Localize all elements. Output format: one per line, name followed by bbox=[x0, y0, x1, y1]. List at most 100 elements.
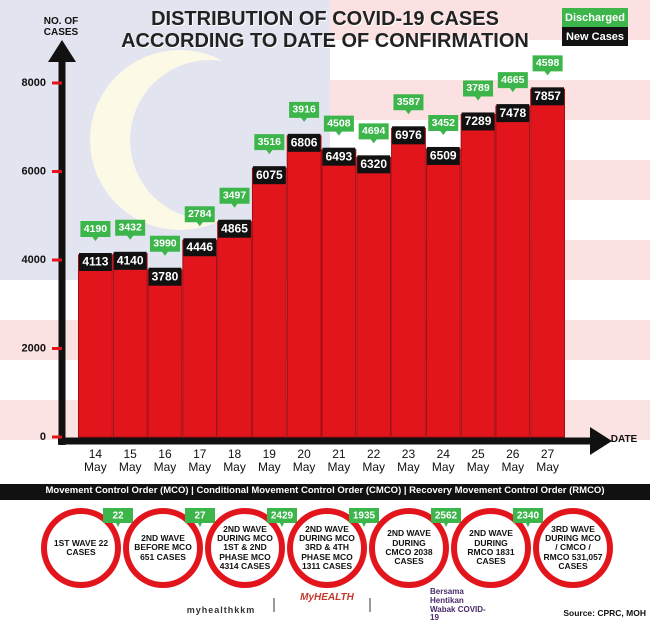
discharged-label: 3497 bbox=[223, 190, 247, 202]
discharged-label: 4665 bbox=[501, 74, 525, 86]
wave-badge bbox=[513, 508, 543, 527]
value-label-box bbox=[531, 87, 564, 106]
social-handle: myhealthkkm bbox=[186, 605, 256, 615]
bar bbox=[112, 253, 148, 438]
discharged-label-box bbox=[149, 235, 180, 256]
discharged-label-box bbox=[323, 115, 354, 136]
value-label: 7478 bbox=[499, 106, 526, 120]
discharged-label: 3452 bbox=[432, 117, 456, 129]
discharged-label: 3789 bbox=[466, 82, 490, 94]
value-label: 4865 bbox=[221, 221, 248, 235]
y-tick-label: 2000 bbox=[22, 342, 46, 354]
wave-badge bbox=[431, 508, 461, 527]
x-axis-label: DATE bbox=[610, 434, 638, 445]
x-tick-label: 19 May bbox=[257, 447, 281, 475]
value-label-box bbox=[426, 146, 460, 165]
wave-circle bbox=[533, 508, 613, 588]
value-label: 6806 bbox=[291, 136, 318, 150]
discharged-label: 3990 bbox=[153, 238, 177, 250]
value-label: 6976 bbox=[395, 128, 422, 142]
campaign: Bersama Hentikan Wabak COVID-19 bbox=[430, 587, 486, 623]
x-tick-label: 15 May bbox=[118, 447, 142, 475]
value-label-box bbox=[252, 166, 286, 185]
value-label-box bbox=[392, 126, 425, 145]
value-label: 6075 bbox=[256, 168, 283, 182]
bar bbox=[356, 156, 392, 438]
value-label: 4113 bbox=[82, 255, 108, 269]
title-line: DISTRIBUTION OF COVID-19 CASES bbox=[151, 8, 499, 30]
legend-swatch bbox=[562, 8, 628, 27]
bar bbox=[321, 149, 357, 438]
wave-badge-label: 2429 bbox=[271, 511, 294, 522]
wave-badge-label: 1935 bbox=[353, 511, 376, 522]
banner: Movement Control Order (MCO) | Condition… bbox=[45, 485, 605, 496]
legend-swatch bbox=[562, 27, 628, 46]
y-axis-label: NO. OF CASES bbox=[43, 16, 79, 38]
value-label-box bbox=[496, 104, 530, 123]
wave-circle bbox=[451, 508, 531, 588]
bar bbox=[530, 88, 566, 438]
bar bbox=[286, 135, 322, 438]
x-tick-label: 27 May bbox=[536, 447, 559, 475]
value-label: 7289 bbox=[465, 114, 492, 128]
bar bbox=[460, 113, 496, 438]
wave-badge-label: 2562 bbox=[435, 511, 458, 522]
discharged-label: 4694 bbox=[362, 125, 386, 137]
discharged-label-box bbox=[497, 72, 528, 93]
discharged-label: 3516 bbox=[258, 136, 282, 148]
value-label-box bbox=[287, 133, 321, 152]
discharged-label-box bbox=[80, 220, 111, 241]
value-label: 6509 bbox=[430, 149, 457, 163]
y-tick-label: 4000 bbox=[22, 254, 46, 266]
wave-circle bbox=[123, 508, 203, 588]
y-tick-label: 8000 bbox=[22, 77, 46, 89]
x-tick-label: 17 May bbox=[188, 447, 212, 475]
value-label-box bbox=[183, 238, 217, 257]
x-tick-label: 25 May bbox=[466, 447, 490, 475]
x-tick-label: 16 May bbox=[153, 447, 177, 475]
legend-label: Discharged bbox=[565, 12, 625, 24]
wave-text: 2ND WAVE DURING CMCO 2038 CASES bbox=[385, 528, 433, 567]
wave-text: 3RD WAVE DURING MCO / CMCO / RMCO 531,05… bbox=[543, 523, 603, 572]
value-label-box bbox=[357, 155, 391, 174]
discharged-label-box bbox=[115, 219, 146, 240]
value-label-box bbox=[113, 251, 147, 270]
wave-badge-label: 27 bbox=[194, 511, 206, 522]
y-tick-label: 6000 bbox=[22, 165, 46, 177]
source: Source: CPRC, MOH bbox=[563, 608, 646, 618]
x-axis-arrow bbox=[590, 427, 612, 455]
discharged-label: 3587 bbox=[397, 96, 421, 108]
x-tick-label: 20 May bbox=[292, 447, 316, 475]
x-tick-label: 18 May bbox=[223, 447, 246, 475]
discharged-label: 3432 bbox=[118, 222, 142, 234]
wave-badge-label: 2340 bbox=[517, 511, 540, 522]
wave-text: 2ND WAVE DURING MCO 3RD & 4TH PHASE MCO … bbox=[299, 523, 355, 572]
bar bbox=[425, 148, 461, 438]
wave-circle bbox=[287, 508, 367, 588]
x-tick-label: 24 May bbox=[431, 447, 455, 475]
discharged-label: 2784 bbox=[188, 208, 212, 220]
discharged-label-box bbox=[532, 55, 563, 76]
value-label-box bbox=[79, 252, 112, 271]
value-label-box bbox=[148, 267, 182, 286]
discharged-label: 4508 bbox=[327, 117, 351, 129]
x-tick-label: 22 May bbox=[362, 447, 385, 475]
bar bbox=[495, 105, 531, 438]
wave-badge bbox=[349, 508, 379, 527]
discharged-label-box bbox=[463, 80, 494, 101]
brand: MyHEALTH bbox=[300, 592, 354, 603]
banner-bar bbox=[0, 484, 650, 500]
wave-circle bbox=[369, 508, 449, 588]
wave-text: 1ST WAVE 22 CASES bbox=[53, 537, 109, 557]
legend-label: New Cases bbox=[566, 31, 624, 43]
wave-text: 2ND WAVE DURING MCO 1ST & 2ND PHASE MCO … bbox=[217, 523, 273, 572]
value-label: 6320 bbox=[360, 157, 387, 171]
wave-badge bbox=[267, 508, 297, 527]
value-label: 4446 bbox=[186, 240, 213, 254]
value-label: 3780 bbox=[152, 269, 179, 283]
value-label: 6493 bbox=[326, 149, 353, 163]
discharged-label-box bbox=[428, 114, 459, 135]
x-tick-label: 14 May bbox=[84, 447, 107, 475]
wave-text: 2ND WAVE DURING RMCO 1831 CASES bbox=[467, 528, 515, 567]
wave-circle bbox=[41, 508, 121, 588]
